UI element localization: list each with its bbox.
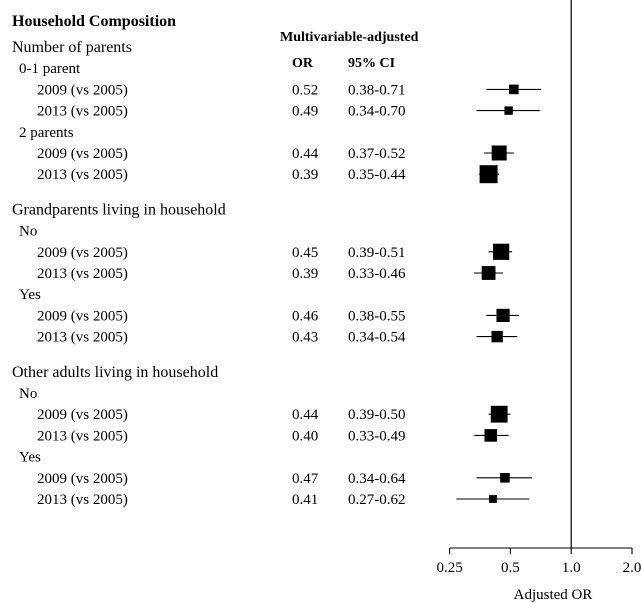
chart-title: Household Composition bbox=[12, 13, 176, 30]
row-label: 2009 (vs 2005) bbox=[37, 146, 128, 162]
subgroup-label: 2 parents bbox=[19, 125, 74, 141]
row-label: 2013 (vs 2005) bbox=[37, 492, 128, 508]
subgroup-label: Yes bbox=[19, 450, 41, 466]
or-point-marker bbox=[479, 165, 498, 184]
row-label: 2009 (vs 2005) bbox=[37, 407, 128, 423]
row-label: 2013 (vs 2005) bbox=[37, 167, 128, 183]
or-point-marker bbox=[491, 330, 503, 343]
x-tick-label: 0.5 bbox=[501, 560, 520, 576]
x-tick-label: 2.0 bbox=[623, 560, 641, 576]
section-heading: Grandparents living in household bbox=[12, 201, 226, 218]
table-rows: Number of parents 0-1 parent 2009 (vs 2005… bbox=[12, 39, 406, 508]
or-point-marker bbox=[491, 145, 507, 161]
row-label: 2013 (vs 2005) bbox=[37, 428, 128, 444]
or-point-marker bbox=[484, 429, 498, 442]
x-tick-label: 1.0 bbox=[562, 560, 581, 576]
ci-value: 0.34-0.64 bbox=[348, 471, 406, 487]
or-point-marker bbox=[481, 266, 496, 280]
or-value: 0.43 bbox=[292, 330, 318, 346]
ci-value: 0.27-0.62 bbox=[348, 492, 406, 508]
or-value: 0.39 bbox=[292, 266, 318, 282]
or-value: 0.44 bbox=[292, 407, 319, 423]
column-group-header: Multivariable-adjusted bbox=[280, 30, 419, 45]
ci-value: 0.35-0.44 bbox=[348, 167, 406, 183]
subgroup-label: 0-1 parent bbox=[19, 61, 81, 77]
ci-value: 0.37-0.52 bbox=[348, 146, 406, 162]
ci-value: 0.38-0.71 bbox=[348, 82, 406, 98]
or-point-marker bbox=[504, 106, 513, 115]
row-label: 2013 (vs 2005) bbox=[37, 104, 128, 120]
row-label: 2009 (vs 2005) bbox=[37, 471, 128, 487]
or-column-header: OR bbox=[292, 56, 314, 71]
row-label: 2013 (vs 2005) bbox=[37, 266, 128, 282]
or-point-marker bbox=[489, 495, 497, 503]
ci-column-header: 95% CI bbox=[348, 56, 395, 71]
section-heading: Other adults living in household bbox=[12, 364, 218, 381]
ci-value: 0.33-0.49 bbox=[348, 428, 406, 444]
or-value: 0.45 bbox=[292, 245, 318, 261]
ci-value: 0.39-0.51 bbox=[348, 245, 406, 261]
row-label: 2013 (vs 2005) bbox=[37, 330, 128, 346]
subgroup-label: No bbox=[19, 386, 37, 402]
plot-marks bbox=[456, 84, 542, 503]
or-point-marker bbox=[490, 405, 508, 423]
ci-value: 0.33-0.46 bbox=[348, 266, 406, 282]
or-value: 0.49 bbox=[292, 104, 318, 120]
section-heading: Number of parents bbox=[12, 39, 132, 56]
ci-value: 0.38-0.55 bbox=[348, 308, 406, 324]
or-value: 0.40 bbox=[292, 428, 318, 444]
ci-value: 0.34-0.70 bbox=[348, 104, 406, 120]
or-value: 0.44 bbox=[292, 146, 319, 162]
or-value: 0.39 bbox=[292, 167, 318, 183]
subgroup-label: Yes bbox=[19, 287, 41, 303]
x-axis: 0.25 0.5 1.0 2.0 bbox=[436, 0, 641, 576]
x-tick-label: 0.25 bbox=[436, 560, 462, 576]
ci-value: 0.39-0.50 bbox=[348, 407, 406, 423]
or-point-marker bbox=[500, 473, 510, 483]
or-point-marker bbox=[493, 243, 510, 260]
or-point-marker bbox=[496, 308, 510, 322]
or-value: 0.47 bbox=[292, 471, 319, 487]
row-label: 2009 (vs 2005) bbox=[37, 308, 128, 324]
x-axis-label: Adjusted OR bbox=[514, 587, 593, 603]
or-value: 0.46 bbox=[292, 308, 319, 324]
or-point-marker bbox=[509, 84, 519, 95]
ci-value: 0.34-0.54 bbox=[348, 330, 406, 346]
row-label: 2009 (vs 2005) bbox=[37, 245, 128, 261]
subgroup-label: No bbox=[19, 224, 37, 240]
or-value: 0.41 bbox=[292, 492, 318, 508]
or-value: 0.52 bbox=[292, 82, 318, 98]
row-label: 2009 (vs 2005) bbox=[37, 82, 128, 98]
